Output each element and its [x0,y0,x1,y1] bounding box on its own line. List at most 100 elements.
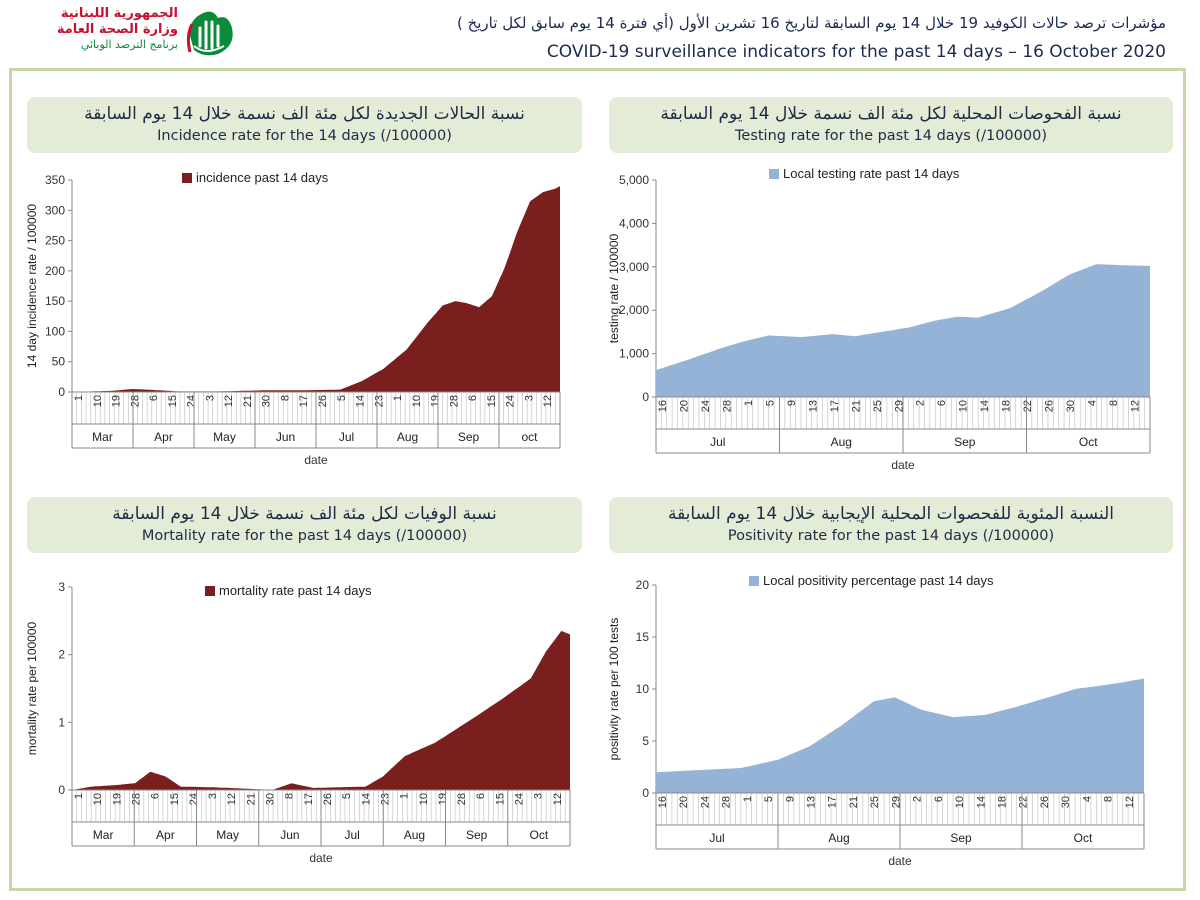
banner-testing-arabic: نسبة الفحوصات المحلية لكل مئة الف نسمة خ… [660,104,1122,124]
month-label: Jul [710,435,725,449]
month-label: Aug [828,831,849,845]
series-area [72,631,570,790]
x-tick-label: 28 [448,395,460,407]
x-tick-label: 10 [958,400,970,412]
y-tick-label: 15 [636,630,650,644]
y-tick-label: 5,000 [619,173,649,187]
x-tick-label: 4 [1087,400,1099,406]
cedar-hand-icon [186,11,233,56]
x-tick-label: 5 [764,400,776,406]
logo-line-2: وزارة الصحة العامة [56,22,178,37]
x-tick-label: 6 [148,395,160,401]
y-tick-label: 20 [636,578,650,592]
banner-positivity-arabic: النسبة المئوية للفحصوات المحلية الإيجابي… [667,504,1115,524]
x-tick-label: 5 [763,796,775,802]
x-axis-title: date [309,851,333,865]
logo-line-3: برنامج الترصد الوبائي [80,38,178,51]
y-tick-label: 50 [52,355,66,369]
x-tick-label: 29 [893,400,905,412]
x-tick-label: 9 [786,400,798,406]
header: الجمهورية اللبنانية وزارة الصحة العامة ب… [0,0,1200,68]
x-tick-label: 6 [475,793,487,799]
y-axis-title: 14 day incidence rate / 100000 [25,204,39,368]
x-tick-label: 24 [700,400,712,412]
x-tick-label: 24 [186,395,198,407]
x-tick-label: 6 [936,400,948,406]
month-label: Sep [954,435,976,449]
x-tick-label: 19 [430,395,442,407]
month-label: Jul [339,430,354,444]
x-tick-label: 1 [743,400,755,406]
x-tick-label: 30 [261,395,273,407]
banner-mortality-arabic: نسبة الوفيات لكل مئة الف نسمة خلال 14 يو… [112,504,497,524]
x-tick-label: 6 [467,395,479,401]
x-tick-label: 21 [245,793,257,805]
y-tick-label: 3 [58,580,65,594]
x-tick-label: 26 [1044,400,1056,412]
x-tick-label: 3 [204,395,216,401]
x-tick-label: 19 [111,395,123,407]
x-axis-title: date [304,453,328,467]
y-tick-label: 1 [58,715,65,729]
x-tick-label: 17 [827,796,839,808]
x-tick-label: 23 [373,395,385,407]
series-area [72,186,560,392]
x-tick-label: 2 [912,796,924,802]
x-tick-label: 21 [242,395,254,407]
month-label: oct [521,430,538,444]
x-tick-label: 3 [523,395,535,401]
y-tick-label: 10 [636,682,650,696]
month-label: Jun [280,828,299,842]
banner-incidence-english: Incidence rate for the 14 days (/100000) [157,128,452,144]
x-tick-label: 15 [486,395,498,407]
legend-swatch [769,169,779,179]
y-tick-label: 3,000 [619,260,649,274]
x-tick-label: 8 [279,395,291,401]
x-tick-label: 1 [392,395,404,401]
x-tick-label: 19 [111,793,123,805]
x-tick-label: 20 [678,796,690,808]
page-title-arabic: مؤشرات ترصد حالات الكوفيد 19 خلال 14 يوم… [456,14,1166,32]
x-tick-label: 28 [721,400,733,412]
x-tick-label: 1 [399,793,411,799]
x-tick-label: 30 [265,793,277,805]
x-tick-label: 8 [284,793,296,799]
x-tick-label: 16 [657,400,669,412]
x-tick-label: 14 [979,400,991,412]
ministry-logo: الجمهورية اللبنانية وزارة الصحة العامة ب… [50,6,250,62]
month-label: Jun [276,430,295,444]
legend-label: Local testing rate past 14 days [783,166,960,181]
x-tick-label: 26 [1039,796,1051,808]
x-tick-label: 12 [1130,400,1142,412]
x-tick-label: 12 [1124,796,1136,808]
x-tick-label: 28 [130,793,142,805]
y-tick-label: 200 [45,264,65,278]
x-tick-label: 21 [850,400,862,412]
legend-label: incidence past 14 days [196,170,329,185]
x-tick-label: 15 [169,793,181,805]
x-tick-label: 4 [1081,796,1093,802]
series-area [656,678,1144,793]
logo-text: الجمهورية اللبنانية وزارة الصحة العامة ب… [50,6,178,52]
y-tick-label: 1,000 [619,347,649,361]
month-label: May [213,430,236,444]
x-tick-label: 6 [933,796,945,802]
month-label: Sep [466,828,488,842]
x-tick-label: 10 [418,793,430,805]
x-tick-label: 12 [552,793,564,805]
x-tick-label: 28 [129,395,141,407]
x-tick-label: 5 [341,793,353,799]
legend-label: Local positivity percentage past 14 days [763,573,994,588]
x-tick-label: 18 [1001,400,1013,412]
x-tick-label: 9 [784,796,796,802]
series-area [656,264,1150,397]
x-tick-label: 1 [73,395,85,401]
y-tick-label: 150 [45,294,65,308]
x-tick-label: 25 [869,796,881,808]
y-tick-label: 2,000 [619,303,649,317]
legend-swatch [205,586,215,596]
y-tick-label: 0 [58,385,65,399]
x-tick-label: 26 [322,793,334,805]
